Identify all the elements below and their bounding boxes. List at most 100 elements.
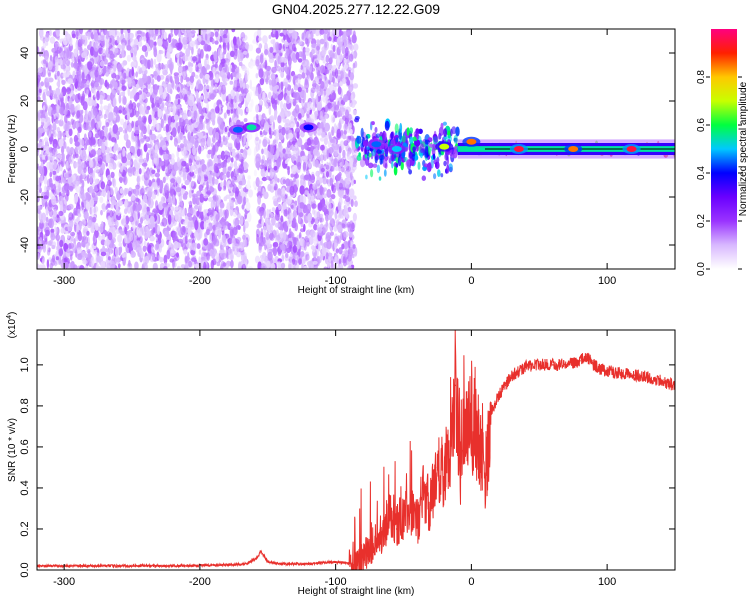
spectral-speckle <box>168 163 173 170</box>
spectral-speckle <box>98 138 103 147</box>
spectral-speckle <box>254 255 261 264</box>
spectral-speckle <box>129 145 135 153</box>
spectral-speckle <box>105 65 111 72</box>
spectral-speckle <box>177 98 181 105</box>
spectral-speckle <box>275 234 281 241</box>
spectral-speckle <box>232 209 238 218</box>
spectral-speckle <box>212 119 216 126</box>
spectral-speckle <box>170 29 173 35</box>
spectral-speckle <box>162 137 167 142</box>
spectral-speckle <box>83 167 87 174</box>
spectral-speckle <box>233 133 237 140</box>
spectral-speckle <box>332 44 336 53</box>
spectral-speckle <box>135 184 140 190</box>
spectrogram-image <box>37 29 675 269</box>
spectral-speckle <box>180 83 184 90</box>
spectral-speckle <box>77 255 83 260</box>
spectral-speckle <box>328 146 334 155</box>
spectral-speckle <box>188 200 193 205</box>
spectral-speckle <box>139 36 143 46</box>
spectral-speckle <box>92 233 96 243</box>
spectral-speckle <box>269 115 275 123</box>
spectral-speckle <box>327 63 333 69</box>
spectral-speckle <box>183 30 188 37</box>
spectral-speckle <box>353 43 359 51</box>
spectral-speckle <box>150 246 154 253</box>
spectral-speckle <box>268 106 272 116</box>
spectral-speckle <box>95 252 100 262</box>
spectral-speckle <box>189 40 196 48</box>
spectral-speckle <box>170 249 174 254</box>
spectral-speckle <box>214 31 219 38</box>
spectral-speckle <box>317 242 321 252</box>
spectral-speckle <box>270 73 276 81</box>
spectral-speckle <box>141 162 148 167</box>
spectral-speckle <box>175 226 180 232</box>
spectral-speckle <box>58 254 62 264</box>
spectral-speckle <box>184 161 187 167</box>
spectral-speckle <box>44 185 47 193</box>
spectral-speckle <box>105 30 109 40</box>
spectral-speckle <box>319 38 325 45</box>
spectral-speckle <box>303 90 307 102</box>
spectral-speckle <box>127 123 132 133</box>
spectral-speckle <box>271 78 277 88</box>
spectral-speckle <box>155 241 160 250</box>
spectral-speckle <box>286 200 291 205</box>
spectral-speckle <box>69 137 73 145</box>
spectral-speckle <box>37 112 41 122</box>
spectral-speckle <box>121 47 125 58</box>
spectral-speckle <box>70 103 75 113</box>
spectral-speckle <box>79 29 83 35</box>
spectral-speckle <box>150 133 157 141</box>
spectral-speckle <box>219 239 222 245</box>
spectral-speckle <box>90 256 95 267</box>
spectral-speckle <box>262 251 267 262</box>
spectral-speckle <box>118 152 122 160</box>
spectral-speckle <box>61 132 66 137</box>
spectral-speckle <box>93 167 100 174</box>
spectral-speckle <box>211 38 215 45</box>
spectral-speckle <box>215 106 220 114</box>
spectral-speckle <box>322 206 327 213</box>
figure-title: GN04.2025.277.12.22.G09 <box>272 1 440 17</box>
spectral-speckle <box>174 213 181 222</box>
spectral-speckle <box>279 32 284 37</box>
spectral-speckle <box>142 166 146 175</box>
spectral-speckle <box>43 195 49 200</box>
spectral-speckle <box>46 179 52 188</box>
spectral-speckle <box>307 101 313 111</box>
spectral-speckle <box>96 90 100 101</box>
spectral-speckle <box>210 259 214 269</box>
spectral-speckle <box>147 59 151 70</box>
spectral-speckle <box>180 226 186 236</box>
spectral-speckle <box>194 156 200 161</box>
spectral-speckle <box>320 144 325 151</box>
spectral-speckle <box>75 153 79 158</box>
spectral-speckle <box>242 38 246 42</box>
spectral-speckle <box>146 211 151 216</box>
spectral-speckle <box>37 67 43 74</box>
spectral-speckle <box>127 152 132 161</box>
spectral-speckle <box>222 34 228 39</box>
spectral-speckle <box>226 60 230 66</box>
spectral-speckle <box>165 77 170 85</box>
spectral-speckle <box>59 239 64 248</box>
spectral-speckle <box>53 143 57 153</box>
spectral-speckle <box>347 30 353 36</box>
spectral-speckle <box>204 91 208 101</box>
spectral-speckle <box>338 196 343 206</box>
spectral-speckle <box>102 245 106 254</box>
spectral-speckle <box>46 116 51 126</box>
spectral-speckle <box>290 173 295 178</box>
spectral-speckle <box>37 184 41 191</box>
spectral-speckle <box>106 174 112 180</box>
spectral-speckle <box>219 202 225 209</box>
spectral-speckle <box>99 60 105 67</box>
spectral-speckle <box>176 149 179 158</box>
spectral-speckle <box>55 227 58 233</box>
spectral-speckle <box>152 182 157 188</box>
spectral-speckle <box>39 127 45 134</box>
spectral-speckle <box>72 93 76 100</box>
spectral-speckle <box>117 63 123 72</box>
